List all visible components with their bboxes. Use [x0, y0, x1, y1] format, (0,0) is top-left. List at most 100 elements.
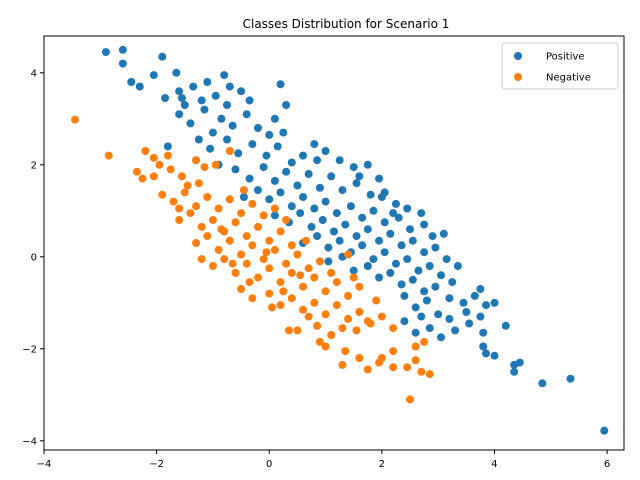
plot-frame [43, 35, 625, 451]
data-point-negative [237, 285, 246, 293]
data-point-negative [344, 314, 353, 323]
data-point-positive [417, 312, 426, 321]
data-point-positive [400, 291, 409, 300]
data-point-negative [315, 337, 324, 346]
data-point-positive [425, 324, 434, 333]
data-point-negative [259, 211, 268, 220]
data-point-negative [169, 197, 178, 206]
data-point-negative [253, 222, 262, 231]
data-point-negative [299, 282, 308, 291]
data-point-positive [217, 114, 226, 123]
data-point-positive [352, 179, 361, 188]
data-point-positive [366, 190, 375, 199]
data-point-negative [70, 115, 79, 124]
data-point-positive [335, 236, 344, 245]
data-point-negative [259, 255, 268, 264]
data-point-negative [225, 236, 234, 245]
data-point-positive [253, 186, 262, 195]
series-positive [101, 45, 609, 435]
data-point-positive [380, 218, 389, 227]
data-point-positive [465, 319, 474, 328]
data-point-positive [600, 426, 609, 435]
x-ticks: −4 −2 0 2 4 6 [37, 450, 610, 470]
data-point-positive [375, 273, 384, 282]
data-point-negative [363, 317, 372, 326]
data-point-negative [197, 255, 206, 264]
data-point-positive [355, 172, 364, 181]
data-point-positive [397, 241, 406, 250]
data-point-positive [349, 163, 358, 172]
y-tick-label: 4 [31, 68, 37, 79]
data-point-positive [341, 220, 350, 229]
data-point-negative [313, 321, 322, 330]
data-point-positive [482, 301, 491, 310]
data-point-positive [282, 167, 291, 176]
data-point-negative [310, 273, 319, 282]
data-point-negative [425, 370, 434, 379]
data-point-negative [138, 174, 147, 183]
data-point-negative [242, 232, 251, 241]
x-tick-label: 2 [379, 459, 385, 470]
data-point-negative [237, 209, 246, 218]
data-point-positive [459, 298, 468, 307]
data-point-negative [231, 268, 240, 277]
data-point-positive [313, 232, 322, 241]
data-point-negative [315, 257, 324, 266]
data-point-positive [431, 282, 440, 291]
data-point-positive [375, 174, 384, 183]
data-point-negative [228, 259, 237, 268]
data-point-negative [183, 181, 192, 190]
x-tick-label: 4 [491, 459, 497, 470]
data-point-negative [420, 337, 429, 346]
data-point-negative [239, 186, 248, 195]
data-point-negative [417, 367, 426, 376]
data-point-positive [149, 71, 158, 80]
data-point-positive [377, 193, 386, 201]
data-point-negative [265, 236, 274, 245]
data-point-positive [135, 82, 144, 91]
data-point-negative [321, 310, 330, 319]
legend-label-positive: Positive [546, 52, 585, 63]
data-point-positive [428, 232, 437, 241]
data-point-positive [408, 236, 417, 245]
data-point-negative [372, 296, 381, 305]
data-point-negative [203, 232, 212, 241]
data-point-positive [220, 71, 229, 80]
data-point-positive [265, 195, 274, 204]
data-point-positive [490, 351, 499, 360]
data-point-positive [400, 317, 409, 326]
data-point-positive [161, 94, 170, 103]
data-point-negative [158, 190, 167, 199]
data-point-positive [273, 142, 282, 151]
data-point-negative [287, 241, 296, 250]
data-point-positive [270, 114, 279, 123]
data-point-negative [355, 354, 364, 362]
data-point-positive [476, 312, 485, 321]
data-point-negative [248, 241, 257, 250]
data-point-positive [397, 280, 406, 289]
data-point-negative [301, 236, 310, 245]
data-point-negative [332, 301, 341, 310]
data-point-positive [363, 160, 372, 169]
data-point-positive [315, 183, 324, 192]
data-point-positive [175, 110, 184, 119]
data-point-positive [445, 314, 454, 323]
data-point-negative [287, 268, 296, 277]
data-point-positive [318, 216, 327, 224]
data-point-positive [279, 128, 288, 137]
x-tick-label: 0 [266, 459, 272, 470]
data-point-negative [352, 326, 361, 335]
data-point-positive [276, 80, 285, 89]
data-point-positive [118, 45, 127, 54]
data-point-negative [344, 250, 353, 259]
data-point-positive [186, 119, 195, 128]
data-point-positive [470, 291, 479, 300]
y-tick-label: 0 [31, 252, 37, 263]
data-point-negative [406, 395, 415, 404]
legend-marker-negative [514, 73, 522, 81]
legend-marker-positive [514, 52, 522, 60]
data-point-positive [203, 78, 212, 86]
data-point-positive [411, 303, 420, 312]
data-point-negative [338, 324, 347, 333]
